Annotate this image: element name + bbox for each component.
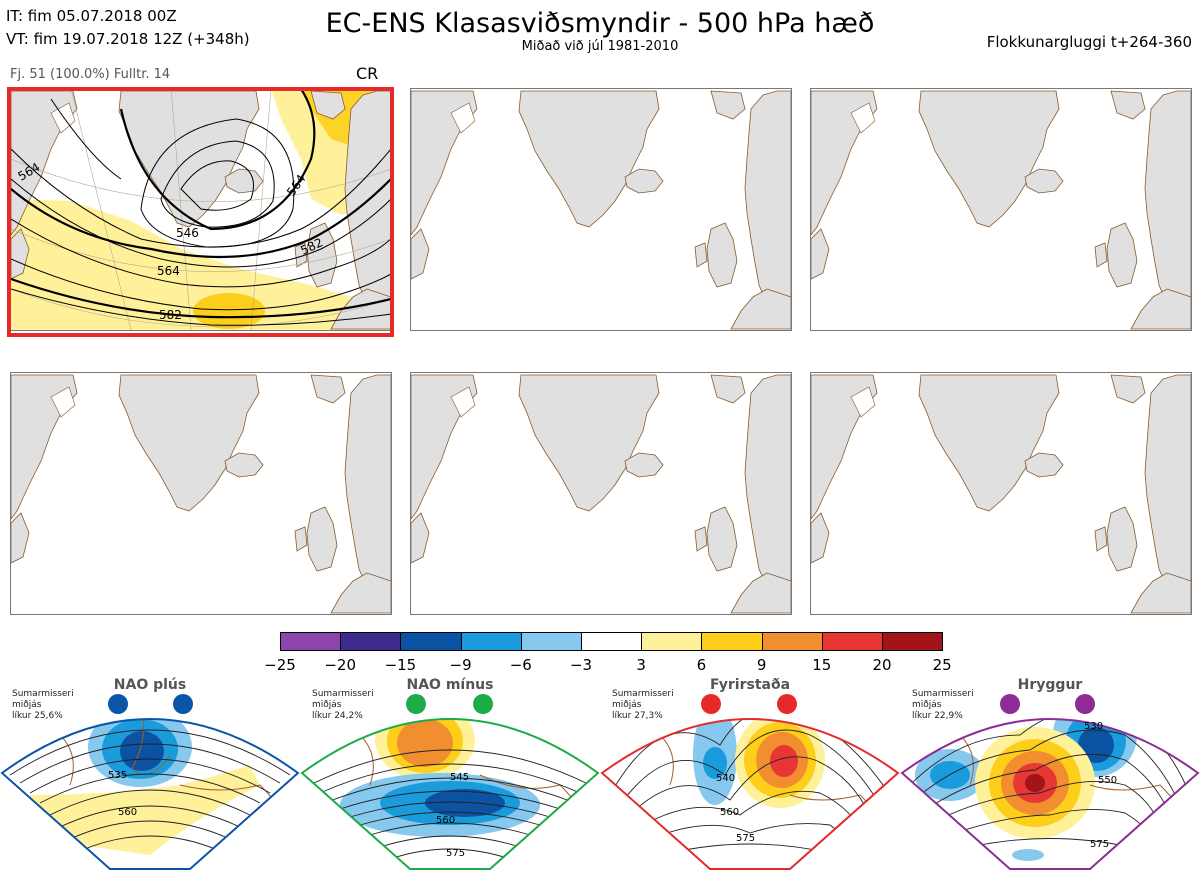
regime-map: 535 560 <box>0 718 300 870</box>
valid-time: VT: fim 19.07.2018 12Z (+348h) <box>6 30 250 48</box>
cluster-info: Fj. 51 (100.0%) Fulltr. 14 <box>10 67 171 82</box>
svg-text:540: 540 <box>716 773 735 784</box>
contour-label: 546 <box>176 226 199 240</box>
regime-title: Fyrirstaða <box>709 677 791 693</box>
regime-marker-dot <box>108 694 128 714</box>
regime-title: NAO plús <box>113 677 187 693</box>
svg-text:560: 560 <box>720 807 739 818</box>
cluster-map-panel-empty[interactable] <box>410 372 792 615</box>
colorbar-tick-label: 3 <box>636 656 646 674</box>
page-title: EC-ENS Klasasviðsmyndir - 500 hPa hæð <box>325 8 875 39</box>
colorbar-cell <box>641 632 703 651</box>
colorbar-tick-label: −3 <box>569 656 593 674</box>
colorbar-cell <box>460 632 522 651</box>
svg-text:575: 575 <box>736 833 755 844</box>
cluster-map-panel-empty[interactable] <box>10 372 392 615</box>
regime-marker-dot <box>406 694 426 714</box>
classification-window: Flokkunargluggi t+264-360 <box>986 33 1192 51</box>
regime-map: 530 550 575 <box>900 718 1200 870</box>
svg-text:575: 575 <box>446 848 465 859</box>
cluster-map-panel-empty[interactable] <box>810 372 1192 615</box>
regime-panel-ridge[interactable]: Hryggur Sumarmisseri miðjás líkur 22,9% <box>900 675 1200 871</box>
regime-title: Hryggur <box>1017 677 1083 693</box>
regime-marker-dot <box>701 694 721 714</box>
colorbar-cell <box>400 632 462 651</box>
colorbar-cell <box>882 632 944 651</box>
regime-note: Sumarmisseri miðjás líkur 27,3% <box>612 689 674 721</box>
colorbar-tick-label: 6 <box>696 656 707 674</box>
svg-text:545: 545 <box>450 772 469 783</box>
colorbar-cell <box>821 632 883 651</box>
regime-panel-nao-minus[interactable]: NAO mínus Sumarmisseri miðjás líkur 24,2% <box>300 675 600 871</box>
contour-label: 564 <box>157 264 180 278</box>
colorbar-cell <box>280 632 342 651</box>
svg-text:530: 530 <box>1084 721 1103 732</box>
regime-map: 545 560 575 <box>300 718 600 870</box>
colorbar-tick-label: 20 <box>872 656 892 674</box>
regime-panel-nao-plus[interactable]: NAO plús Sumarmisseri miðjás líkur 25,6% <box>0 675 300 871</box>
regime-marker-dot <box>1075 694 1095 714</box>
contour-label: 564 <box>284 172 309 199</box>
colorbar-cell <box>701 632 763 651</box>
cluster-regime: CR <box>356 64 379 83</box>
regime-note: Sumarmisseri miðjás líkur 24,2% <box>312 689 374 721</box>
colorbar-cell <box>340 632 402 651</box>
regime-marker-dot <box>1000 694 1020 714</box>
regime-note: Sumarmisseri miðjás líkur 25,6% <box>12 689 74 721</box>
regime-note: Sumarmisseri miðjás líkur 22,9% <box>912 689 974 721</box>
svg-text:535: 535 <box>108 770 127 781</box>
regime-marker-dot <box>173 694 193 714</box>
svg-text:550: 550 <box>1098 775 1117 786</box>
svg-text:560: 560 <box>436 815 455 826</box>
cluster-map-panel[interactable]: 546 564 582 564 582 564 <box>10 88 392 331</box>
regime-marker-dot <box>777 694 797 714</box>
colorbar-tick-label: −15 <box>384 656 417 674</box>
regime-panel-blocking[interactable]: Fyrirstaða Sumarmisseri miðjás líkur 27,3% <box>600 675 900 871</box>
page-subtitle: Miðað við júl 1981-2010 <box>521 39 679 54</box>
colorbar-cell <box>581 632 643 651</box>
svg-text:575: 575 <box>1090 839 1109 850</box>
colorbar-tick-label: −20 <box>324 656 357 674</box>
regime-map: 540 560 575 <box>600 718 900 870</box>
contour-label: 582 <box>159 308 182 322</box>
colorbar-tick-label: 9 <box>756 656 767 674</box>
regime-title: NAO mínus <box>406 677 494 693</box>
colorbar-tick-label: −25 <box>264 656 296 674</box>
colorbar-tick-label: −9 <box>449 656 472 674</box>
colorbar-tick-label: 25 <box>932 656 952 674</box>
cluster-map-panel-empty[interactable] <box>410 88 792 331</box>
cluster-map-panel-empty[interactable] <box>810 88 1192 331</box>
regime-marker-dot <box>473 694 493 714</box>
colorbar-tick-label: 15 <box>812 656 832 674</box>
colorbar-cell <box>761 632 823 651</box>
colorbar-tick-label: −6 <box>509 656 532 674</box>
colorbar-cell <box>520 632 582 651</box>
initial-time: IT: fim 05.07.2018 00Z <box>6 7 177 25</box>
svg-text:560: 560 <box>118 807 137 818</box>
